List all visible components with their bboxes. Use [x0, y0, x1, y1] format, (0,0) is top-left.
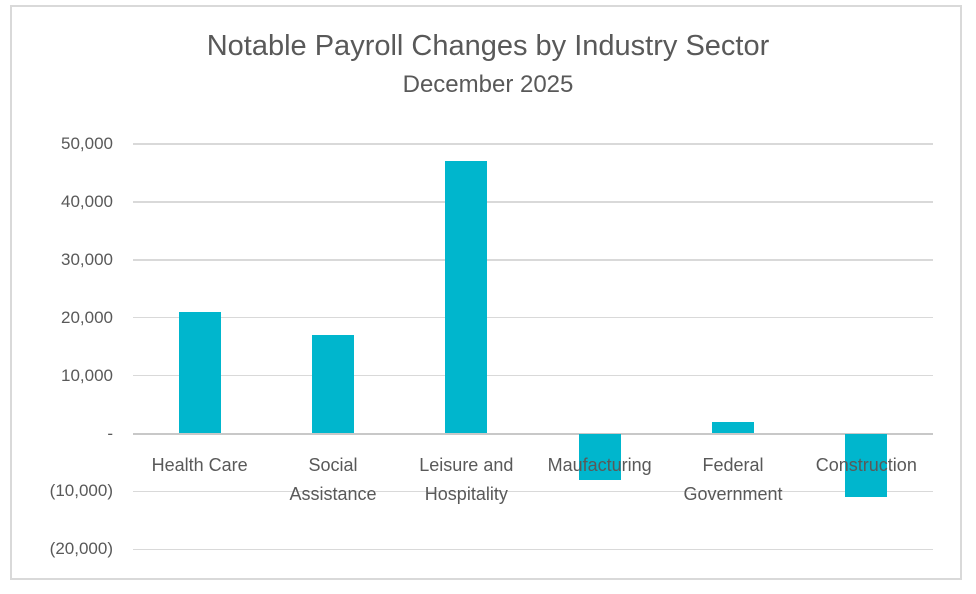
category-label-social-assistance: Social Assistance	[289, 455, 377, 504]
y-tick-label: 10,000	[61, 365, 113, 385]
category-label-leisure-and-hospitality: Leisure and Hospitality	[419, 455, 514, 504]
gridline	[133, 201, 933, 203]
gridline	[133, 143, 933, 145]
gridline	[133, 259, 933, 261]
y-tick-label: (10,000)	[49, 481, 113, 501]
gridline	[133, 316, 933, 319]
category-label-federal-government: Federal Government	[683, 455, 783, 504]
y-tick-label: 20,000	[61, 307, 113, 327]
category-label-maufacturing: Maufacturing	[547, 455, 652, 475]
chart-border	[10, 5, 962, 580]
y-tick-label: 30,000	[61, 249, 113, 269]
y-tick-label: 40,000	[61, 191, 113, 211]
gridline	[133, 374, 933, 377]
x-axis-line	[133, 432, 933, 435]
bar-federal-government	[712, 421, 754, 434]
bar-maufacturing	[578, 433, 621, 480]
category-label-health-care: Health Care	[151, 455, 248, 475]
y-tick-label: -	[107, 423, 113, 443]
bar-health-care	[178, 311, 221, 434]
y-tick-label: (20,000)	[49, 539, 113, 559]
category-label-construction: Construction	[815, 455, 917, 475]
gridline	[133, 548, 933, 551]
chart-title: Notable Payroll Changes by Industry Sect…	[206, 30, 770, 62]
bar-construction	[845, 433, 888, 498]
y-tick-label: 50,000	[61, 134, 113, 153]
bar-leisure-and-hospitality	[445, 161, 488, 434]
gridline	[133, 490, 933, 493]
bar-social-assistance	[312, 335, 354, 434]
chart-subtitle: December 2025	[402, 71, 574, 98]
